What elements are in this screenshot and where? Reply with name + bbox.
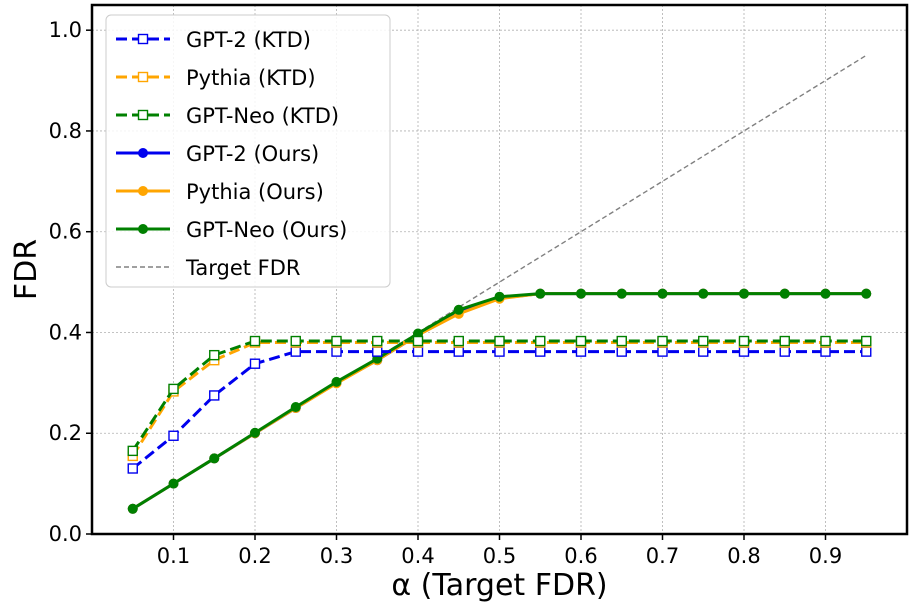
data-point (137, 109, 149, 121)
y-axis-title: FDR (9, 239, 44, 300)
data-point (535, 288, 546, 299)
data-point (331, 376, 342, 387)
legend-entry: Target FDR (116, 256, 301, 280)
data-point (779, 288, 790, 299)
legend-entry: GPT-2 (Ours) (116, 142, 319, 166)
y-tick-label: 0.6 (49, 220, 82, 244)
data-point (331, 335, 342, 347)
data-point (576, 288, 586, 299)
data-point (412, 335, 424, 347)
legend-label: GPT-Neo (Ours) (186, 218, 347, 242)
y-tick-label: 0.8 (49, 119, 82, 143)
legend-label: GPT-2 (KTD) (186, 28, 311, 52)
y-tick-label: 0.2 (49, 421, 82, 445)
legend-label: GPT-2 (Ours) (186, 142, 319, 166)
x-axis-title: α (Target FDR) (391, 568, 607, 603)
x-tick-label: 0.1 (157, 544, 190, 568)
data-point (861, 346, 872, 357)
data-point (168, 430, 179, 441)
series-layer (127, 54, 872, 514)
x-tick-label: 0.9 (809, 544, 842, 568)
data-point (138, 148, 148, 158)
data-point (616, 288, 627, 299)
data-point (657, 346, 668, 357)
data-point (209, 453, 220, 464)
data-point (127, 445, 138, 457)
data-point (168, 383, 179, 395)
x-tick-label: 0.5 (483, 544, 516, 568)
data-point (738, 346, 750, 357)
legend-entry: GPT-Neo (KTD) (116, 104, 339, 128)
data-point (657, 335, 668, 347)
data-point (290, 335, 301, 347)
legend: GPT-2 (KTD) Pythia (KTD) GPT-Neo (KTD) GPT-… (105, 14, 391, 288)
x-tick-label: 0.6 (564, 544, 597, 568)
x-tick-label: 0.7 (646, 544, 679, 568)
y-tick-label: 0.4 (49, 320, 82, 344)
data-point (453, 304, 464, 315)
x-tick-label: 0.2 (238, 544, 271, 568)
data-point (290, 346, 301, 357)
data-point (698, 288, 709, 299)
y-tick-label: 1.0 (49, 18, 82, 42)
data-point (250, 427, 260, 438)
data-point (739, 288, 749, 299)
data-point (290, 402, 301, 413)
data-point (820, 346, 831, 357)
data-point (331, 346, 342, 357)
x-tick-label: 0.4 (401, 544, 434, 568)
data-point (372, 335, 383, 347)
data-point (861, 335, 872, 347)
series-gpt-neo-ktd (127, 335, 872, 457)
data-point (535, 335, 546, 347)
data-point (820, 335, 831, 347)
legend-entry: Pythia (KTD) (116, 66, 316, 90)
data-point (209, 390, 220, 401)
data-point (535, 346, 546, 357)
data-point (168, 478, 179, 489)
data-point (127, 463, 138, 474)
data-point (861, 288, 872, 299)
legend-label: Pythia (Ours) (186, 180, 324, 204)
legend-label: Target FDR (185, 256, 301, 280)
data-point (127, 503, 138, 514)
data-point (616, 335, 627, 347)
data-point (138, 224, 148, 234)
data-point (137, 71, 149, 83)
data-point (698, 346, 709, 357)
data-point (453, 346, 464, 357)
legend-box (105, 14, 391, 288)
data-point (453, 335, 464, 347)
y-tick-label: 0.0 (49, 522, 82, 546)
legend-entry: GPT-Neo (Ours) (116, 218, 347, 242)
data-point (616, 346, 627, 357)
data-point (575, 346, 587, 357)
legend-entry: GPT-2 (KTD) (116, 28, 311, 52)
x-tick-label: 0.3 (320, 544, 353, 568)
data-point (738, 335, 750, 347)
data-point (575, 335, 587, 347)
x-tick-label: 0.8 (727, 544, 760, 568)
data-point (249, 358, 261, 369)
legend-entry: Pythia (Ours) (116, 180, 324, 204)
data-point (209, 349, 220, 361)
series-gpt-neo-ours (127, 288, 872, 514)
legend-label: Pythia (KTD) (186, 66, 316, 90)
axes: 0.1 0.2 0.3 0.4 0.5 0.6 0.7 0.8 0.9 0.0 0.2 0.4 0.6 0… (49, 18, 843, 568)
legend-label: GPT-Neo (KTD) (186, 104, 339, 128)
data-point (494, 346, 505, 357)
data-point (820, 288, 831, 299)
data-point (138, 186, 148, 196)
data-point (494, 291, 505, 302)
data-point (494, 335, 505, 347)
data-point (698, 335, 709, 347)
data-point (779, 346, 790, 357)
data-point (249, 335, 261, 347)
data-point (412, 346, 424, 357)
data-point (779, 335, 790, 347)
data-point (657, 288, 668, 299)
data-point (137, 33, 149, 45)
data-point (372, 346, 383, 357)
